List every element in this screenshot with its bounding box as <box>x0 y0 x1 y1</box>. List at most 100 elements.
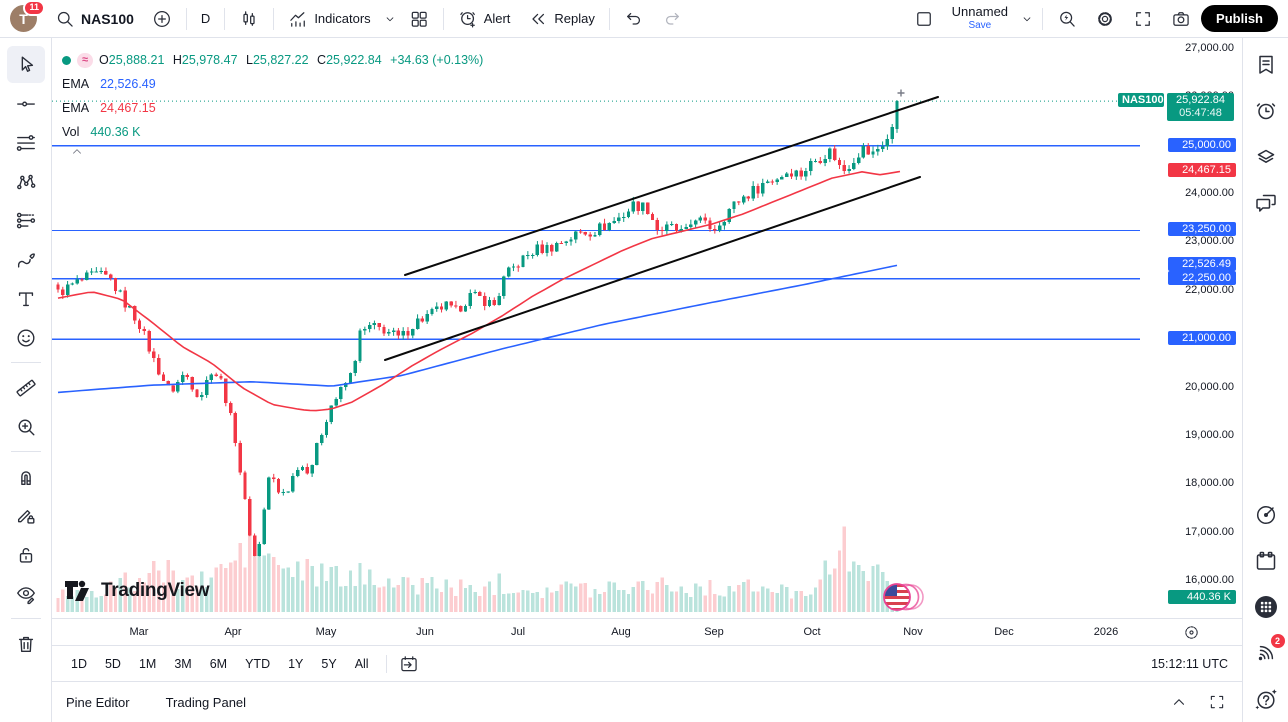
alarm-icon <box>1256 103 1275 120</box>
lock-all-tool[interactable] <box>7 536 45 573</box>
range-5y[interactable]: 5Y <box>321 656 337 671</box>
tab-trading-panel[interactable]: Trading Panel <box>165 694 247 710</box>
ohlc-row[interactable]: ≈ O25,888.21 H25,978.47 L25,827.22 C25,9… <box>62 48 483 72</box>
xabcd-icon <box>16 174 35 189</box>
target-button[interactable] <box>1249 498 1283 532</box>
zoom-in-tool[interactable] <box>7 408 45 445</box>
scale-settings-icon[interactable] <box>1183 624 1200 641</box>
chart-canvas[interactable]: ≈ O25,888.21 H25,978.47 L25,827.22 C25,9… <box>52 38 1140 618</box>
price-chart[interactable] <box>52 38 1140 618</box>
emoji-icon <box>17 329 34 346</box>
trend-line-tool[interactable] <box>7 85 45 122</box>
ema-legend-row[interactable]: EMA 22,526.49 <box>62 77 156 91</box>
toolbar-divider <box>10 451 41 452</box>
projection-tool[interactable] <box>7 202 45 239</box>
hide-drawings-tool[interactable] <box>7 575 45 612</box>
replay-button[interactable]: Replay <box>520 5 602 33</box>
search-icon <box>57 11 73 27</box>
toolbar-divider <box>10 618 41 619</box>
indicator-templates-chevron[interactable] <box>381 8 399 30</box>
cursor-tool[interactable] <box>6 46 45 83</box>
symbol-name: NAS100 <box>81 10 134 27</box>
indicators-icon <box>290 11 306 27</box>
range-1y[interactable]: 1Y <box>288 656 304 671</box>
screenshot-button[interactable] <box>1163 5 1199 33</box>
measure-tool[interactable] <box>7 369 45 406</box>
interval-button[interactable]: D <box>193 7 218 30</box>
brush-tool[interactable] <box>7 241 45 278</box>
help-button[interactable] <box>1249 682 1283 716</box>
price-line-axis-label: 22,526.49 <box>1168 257 1236 272</box>
range-1m[interactable]: 1M <box>138 656 157 671</box>
alerts-button[interactable] <box>1249 94 1283 128</box>
redo-button[interactable] <box>654 5 690 33</box>
alert-button[interactable]: Alert <box>450 5 519 33</box>
delayed-data-badge[interactable]: ≈ <box>77 52 94 68</box>
layout-grid-button[interactable] <box>401 5 437 33</box>
goto-date-button[interactable] <box>395 650 423 678</box>
legend-collapse-button[interactable] <box>66 144 88 159</box>
brush-icon <box>17 252 35 268</box>
range-all[interactable]: All <box>354 656 369 671</box>
range-3m[interactable]: 3M <box>174 656 192 671</box>
layout-menu-chevron[interactable] <box>1018 8 1036 30</box>
layout-name-button[interactable]: Unnamed Save <box>944 1 1016 35</box>
pattern-tool[interactable] <box>7 163 45 200</box>
streams-button[interactable]: 2 <box>1249 633 1286 670</box>
ema-legend-row[interactable]: EMA 24,467.15 <box>62 101 156 115</box>
indicators-button[interactable]: Indicators <box>280 5 378 33</box>
add-symbol-button[interactable] <box>144 5 180 33</box>
range-5d[interactable]: 5D <box>104 656 121 671</box>
top-toolbar: T 11 NAS100 D Indicators <box>0 0 1288 38</box>
publish-button[interactable]: Publish <box>1201 5 1278 32</box>
time-label: Apr <box>224 626 242 638</box>
panel-maximize-button[interactable] <box>1206 691 1228 713</box>
volume-legend-row[interactable]: Vol 440.36 K <box>62 125 141 139</box>
chart-type-button[interactable] <box>231 5 267 33</box>
price-line-axis-label: 22,250.00 <box>1168 270 1236 285</box>
panel-expand-button[interactable] <box>1168 691 1190 713</box>
text-tool[interactable] <box>7 280 45 317</box>
time-axis[interactable]: Mar Apr May Jun Jul Aug Sep Oct Nov Dec 2026 <box>52 618 1140 646</box>
symbol-search-button[interactable]: NAS100 <box>47 5 142 33</box>
time-label: Oct <box>803 626 821 638</box>
clock-utc[interactable]: 15:12:11 UTC <box>1151 656 1228 671</box>
range-1d[interactable]: 1D <box>71 656 87 671</box>
target-icon <box>1256 505 1275 525</box>
chat-button[interactable] <box>1249 186 1283 220</box>
help-icon <box>1254 689 1277 710</box>
save-label[interactable]: Save <box>968 20 992 32</box>
remove-objects-tool[interactable] <box>7 625 45 662</box>
fullscreen-button[interactable] <box>1125 5 1161 33</box>
apps-menu-button[interactable] <box>1249 590 1283 624</box>
calendar-button[interactable] <box>1249 544 1283 578</box>
draw-lock-tool[interactable] <box>7 497 45 534</box>
tab-pine-editor[interactable]: Pine Editor <box>66 694 130 710</box>
ohlc-values: O25,888.21 H25,978.47 L25,827.22 C25,922… <box>99 53 484 67</box>
goto-date-icon <box>400 655 417 671</box>
fullscreen-icon <box>1136 11 1150 26</box>
horizontal-lines-tool[interactable] <box>7 124 45 161</box>
emoji-tool[interactable] <box>7 319 45 356</box>
quick-search-button[interactable] <box>1049 5 1085 33</box>
watchlist-icon <box>1258 55 1273 74</box>
layout-select-button[interactable] <box>906 5 942 33</box>
time-label: Jul <box>510 626 526 638</box>
undo-button[interactable] <box>616 5 652 33</box>
ema-slow-value: 22,526.49 <box>100 77 156 91</box>
range-ytd[interactable]: YTD <box>245 656 271 671</box>
appsgrid-icon <box>1254 596 1277 618</box>
eyepencil-icon <box>16 586 35 604</box>
user-avatar[interactable]: T 11 <box>10 0 45 32</box>
range-6m[interactable]: 6M <box>209 656 228 671</box>
sidebar-top-group <box>1249 48 1283 220</box>
watchlist-button[interactable] <box>1249 48 1283 82</box>
settings-button[interactable] <box>1087 5 1123 33</box>
layers-button[interactable] <box>1249 140 1283 174</box>
toolbar-divider <box>385 654 387 673</box>
alert-clock-icon <box>459 11 475 28</box>
price-gridline-label: 22,000.00 <box>1185 283 1234 296</box>
price-axis[interactable]: 27,000.0026,000.0025,000.0024,000.0023,0… <box>1118 38 1242 618</box>
magnet-tool[interactable] <box>7 458 45 495</box>
grid-layout-icon <box>411 11 427 27</box>
